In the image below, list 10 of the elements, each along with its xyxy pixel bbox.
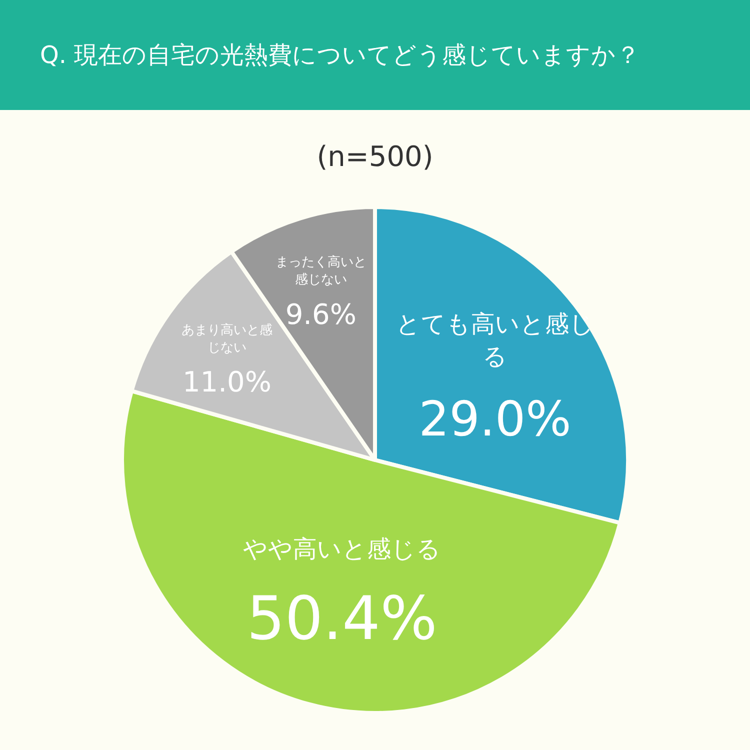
slice-label: とても高いと感じる — [396, 310, 594, 371]
slice-label: やや高いと感じる — [243, 534, 442, 563]
chart-title: Q. 現在の自宅の光熱費についてどう感じていますか？ — [40, 40, 640, 71]
slice-label: まったく高いと感じない — [275, 254, 366, 288]
data-label: 29.0% — [418, 391, 572, 448]
data-label: 50.4% — [246, 584, 438, 654]
data-label: 9.6% — [285, 298, 356, 331]
chart-subtitle: (n=500) — [316, 140, 434, 173]
data-label: 11.0% — [182, 366, 272, 399]
slice-label: あまり高いと感じない — [181, 322, 272, 356]
